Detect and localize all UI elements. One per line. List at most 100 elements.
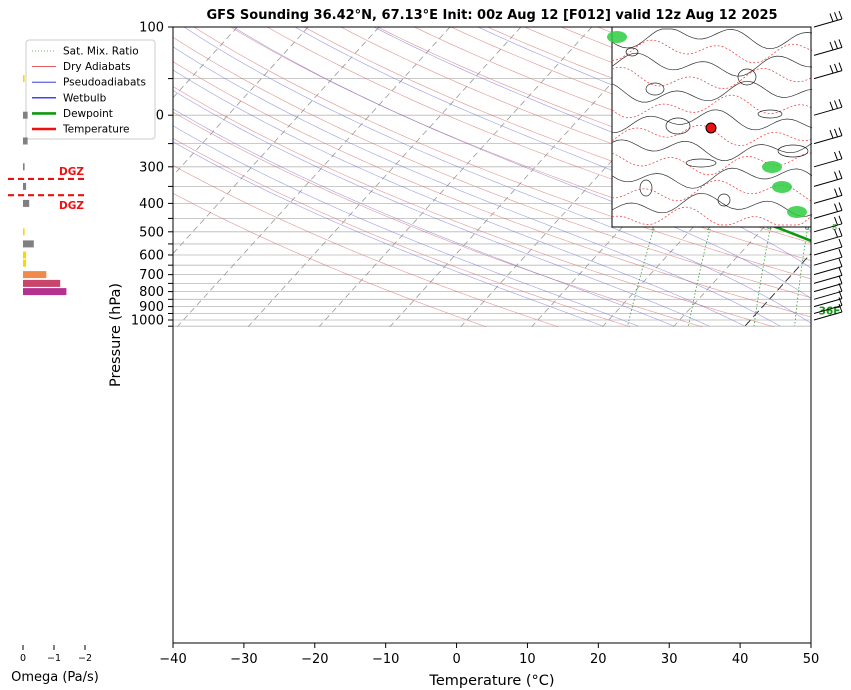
pseudoadiabat bbox=[173, 90, 710, 327]
dry-adiabat bbox=[230, 27, 811, 261]
inset-contour bbox=[757, 109, 783, 119]
wind-barb bbox=[813, 303, 843, 321]
omega-bar bbox=[23, 271, 47, 279]
wind-barb-staff bbox=[813, 246, 843, 256]
omega-bar bbox=[23, 182, 27, 190]
isotherm-line bbox=[673, 174, 811, 328]
wind-barb bbox=[813, 258, 843, 276]
chart-title: GFS Sounding 36.42°N, 67.13°E Init: 00z … bbox=[206, 8, 777, 23]
wind-barb-flag bbox=[834, 203, 838, 212]
pseudoadiabat bbox=[173, 125, 639, 327]
omega-panel: DGZ DGZ 0 −1 −2 Omega (Pa/s) bbox=[8, 75, 99, 685]
inset-contour bbox=[645, 82, 665, 96]
wind-barb-staff bbox=[813, 18, 843, 28]
wind-barb-staff bbox=[813, 290, 843, 300]
y-tick-label: 900 bbox=[139, 300, 164, 315]
wind-barb-staff bbox=[813, 256, 843, 266]
x-tick-label: 50 bbox=[803, 652, 820, 667]
mixing-ratio-line bbox=[753, 231, 770, 327]
y-tick-label: 100 bbox=[139, 21, 164, 36]
inset-contour bbox=[611, 94, 813, 119]
wind-barb bbox=[813, 187, 843, 204]
omega-bar bbox=[23, 279, 61, 287]
isotherm-line bbox=[247, 27, 522, 328]
isobar-gridlines bbox=[173, 27, 811, 327]
x-axis: −40 −30 −20 −10 0 10 20 30 40 50 bbox=[159, 643, 819, 667]
wind-barb bbox=[813, 290, 843, 308]
legend: Sat. Mix. Ratio Dry Adiabats Pseudoadiabat… bbox=[25, 39, 156, 140]
wind-barb-flag bbox=[838, 170, 843, 179]
wind-barb-staff bbox=[813, 135, 843, 145]
omega-tick-label: −2 bbox=[78, 653, 92, 664]
wind-barb-flag bbox=[834, 171, 838, 180]
y-tick-label: 500 bbox=[139, 225, 164, 240]
inset-contour bbox=[717, 193, 731, 207]
omega-bar bbox=[23, 137, 28, 145]
legend-label: Pseudoadiabats bbox=[63, 77, 146, 89]
dgz-label: DGZ bbox=[59, 166, 84, 178]
inset-contour bbox=[611, 28, 813, 50]
wind-barb bbox=[813, 202, 843, 219]
wind-barb-flag bbox=[838, 249, 843, 258]
legend-label: Dry Adiabats bbox=[63, 61, 131, 73]
inset-contour bbox=[611, 139, 813, 161]
y-tick-label: 1000 bbox=[131, 314, 164, 329]
inset-precip bbox=[772, 181, 792, 193]
wind-barb-staff bbox=[813, 158, 843, 168]
mixing-ratio-line bbox=[627, 231, 654, 327]
x-tick-label: −20 bbox=[301, 652, 328, 667]
wind-barb bbox=[813, 215, 843, 233]
omega-bar bbox=[23, 251, 27, 259]
legend-label: Temperature bbox=[62, 124, 130, 136]
dry-adiabat bbox=[303, 27, 811, 227]
wind-barb-flag bbox=[838, 303, 843, 313]
dry-adiabat bbox=[173, 36, 811, 298]
dry-adiabat bbox=[173, 165, 559, 328]
wind-barb bbox=[813, 227, 843, 245]
wind-barb bbox=[813, 297, 843, 314]
wind-barb bbox=[813, 283, 843, 300]
wind-barb-flag bbox=[834, 151, 838, 161]
inset-contour bbox=[737, 68, 757, 86]
wind-barb-flag bbox=[834, 128, 838, 138]
wind-barb-staff bbox=[813, 283, 843, 293]
wind-barb-flag bbox=[838, 10, 843, 20]
legend-label: Dewpoint bbox=[63, 108, 113, 120]
dry-adiabat bbox=[193, 27, 811, 280]
wind-barb-flag bbox=[838, 290, 843, 299]
wind-barb bbox=[813, 39, 843, 56]
wind-barb bbox=[813, 275, 843, 293]
pseudoadiabat bbox=[183, 27, 811, 324]
wind-barb-flag bbox=[834, 216, 838, 226]
mixing-ratio-line bbox=[688, 231, 710, 327]
wind-barb-flag bbox=[838, 215, 843, 224]
wind-barb-flag bbox=[838, 283, 843, 292]
inset-precip bbox=[787, 206, 807, 218]
x-tick-label: 20 bbox=[590, 652, 607, 667]
isotherm-line bbox=[173, 27, 380, 255]
inset-contour bbox=[777, 144, 809, 158]
x-tick-label: 0 bbox=[452, 652, 460, 667]
pseudoadiabat bbox=[173, 69, 745, 327]
dgz-label: DGZ bbox=[59, 200, 84, 212]
omega-bar bbox=[23, 75, 25, 83]
wind-barb-flag bbox=[838, 127, 843, 136]
legend-label: Wetbulb bbox=[63, 92, 107, 104]
wind-barb-flag bbox=[829, 41, 834, 51]
pseudoadiabat bbox=[294, 27, 811, 269]
omega-bar bbox=[23, 228, 25, 236]
wind-barb-staff bbox=[813, 209, 843, 219]
dry-adiabat bbox=[818, 27, 851, 327]
omega-tick-label: 0 bbox=[20, 653, 26, 664]
wind-barb-staff bbox=[813, 194, 843, 204]
pseudoadiabat bbox=[173, 141, 604, 327]
wind-barb-flag bbox=[829, 130, 834, 139]
wind-barb bbox=[813, 238, 843, 256]
wind-barb-staff bbox=[813, 70, 843, 80]
wind-barb-flag bbox=[829, 65, 834, 74]
omega-bar bbox=[23, 240, 34, 248]
pseudoadiabat bbox=[173, 108, 675, 327]
wind-barb-flag bbox=[829, 13, 834, 22]
inset-precip bbox=[762, 161, 782, 173]
x-tick-label: −40 bbox=[159, 652, 186, 667]
